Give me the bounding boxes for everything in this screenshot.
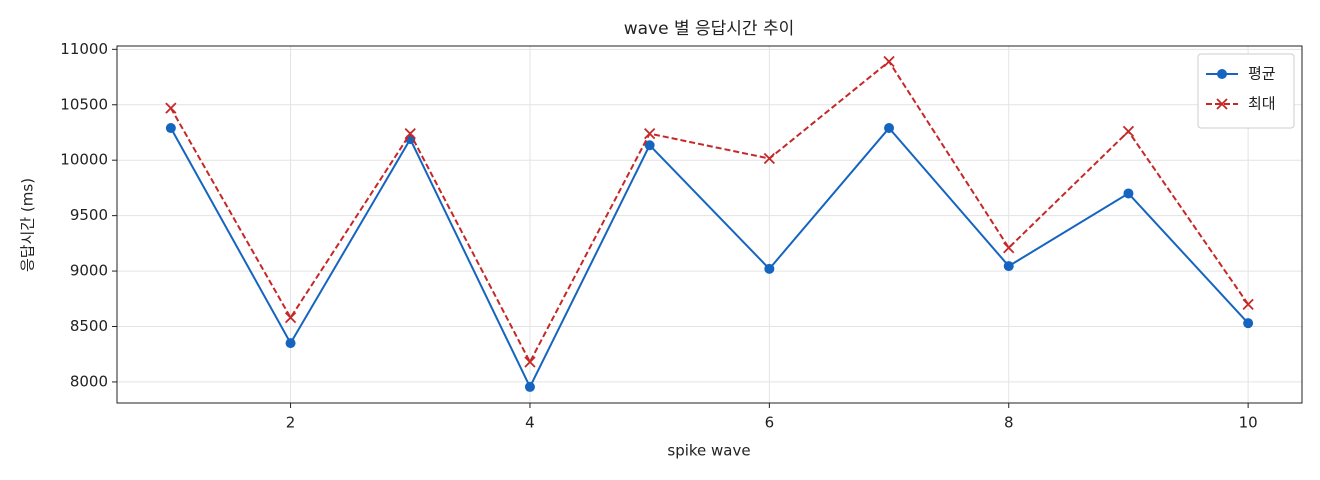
- point: [285, 338, 296, 349]
- point: [644, 127, 656, 140]
- y-tick-label: 8000: [70, 372, 108, 390]
- legend-marker: [1217, 69, 1227, 79]
- x-tick-label: 8: [1004, 414, 1014, 432]
- point: [524, 356, 536, 368]
- point: [404, 127, 416, 140]
- y-tick-label: 10500: [60, 95, 108, 113]
- point: [284, 311, 297, 324]
- point: [884, 123, 895, 134]
- chart-title: wave 별 응답시간 추이: [624, 19, 795, 39]
- y-tick-label: 8500: [70, 317, 108, 335]
- point: [764, 263, 775, 274]
- x-axis-label: spike wave: [667, 442, 750, 460]
- y-tick-label: 9000: [70, 262, 108, 280]
- series-line: [169, 126, 1249, 390]
- y-tick-label: 11000: [60, 40, 108, 58]
- x-tick-label: 2: [286, 414, 296, 432]
- plot-frame: [116, 45, 1303, 404]
- point: [1242, 298, 1254, 310]
- legend-marker: [1216, 98, 1228, 110]
- point: [165, 102, 177, 114]
- y-axis-label: 응답시간 (ms): [19, 178, 37, 272]
- point: [1122, 125, 1135, 138]
- point: [524, 381, 535, 392]
- legend-label: 평균: [1248, 65, 1276, 83]
- point: [1003, 261, 1014, 272]
- y-tick-label: 9500: [70, 206, 108, 224]
- point: [1003, 242, 1015, 254]
- point: [1243, 318, 1254, 329]
- point: [1123, 188, 1134, 199]
- y-tick-label: 10000: [60, 151, 108, 169]
- point: [165, 123, 176, 134]
- x-tick-label: 6: [765, 414, 775, 432]
- point: [763, 152, 775, 165]
- legend-label: 최대: [1248, 95, 1276, 113]
- series-line: [169, 60, 1249, 365]
- legend-box: [1197, 53, 1295, 129]
- x-tick-label: 10: [1239, 414, 1258, 432]
- point: [883, 55, 895, 68]
- x-tick-label: 4: [525, 414, 535, 432]
- point: [644, 140, 655, 151]
